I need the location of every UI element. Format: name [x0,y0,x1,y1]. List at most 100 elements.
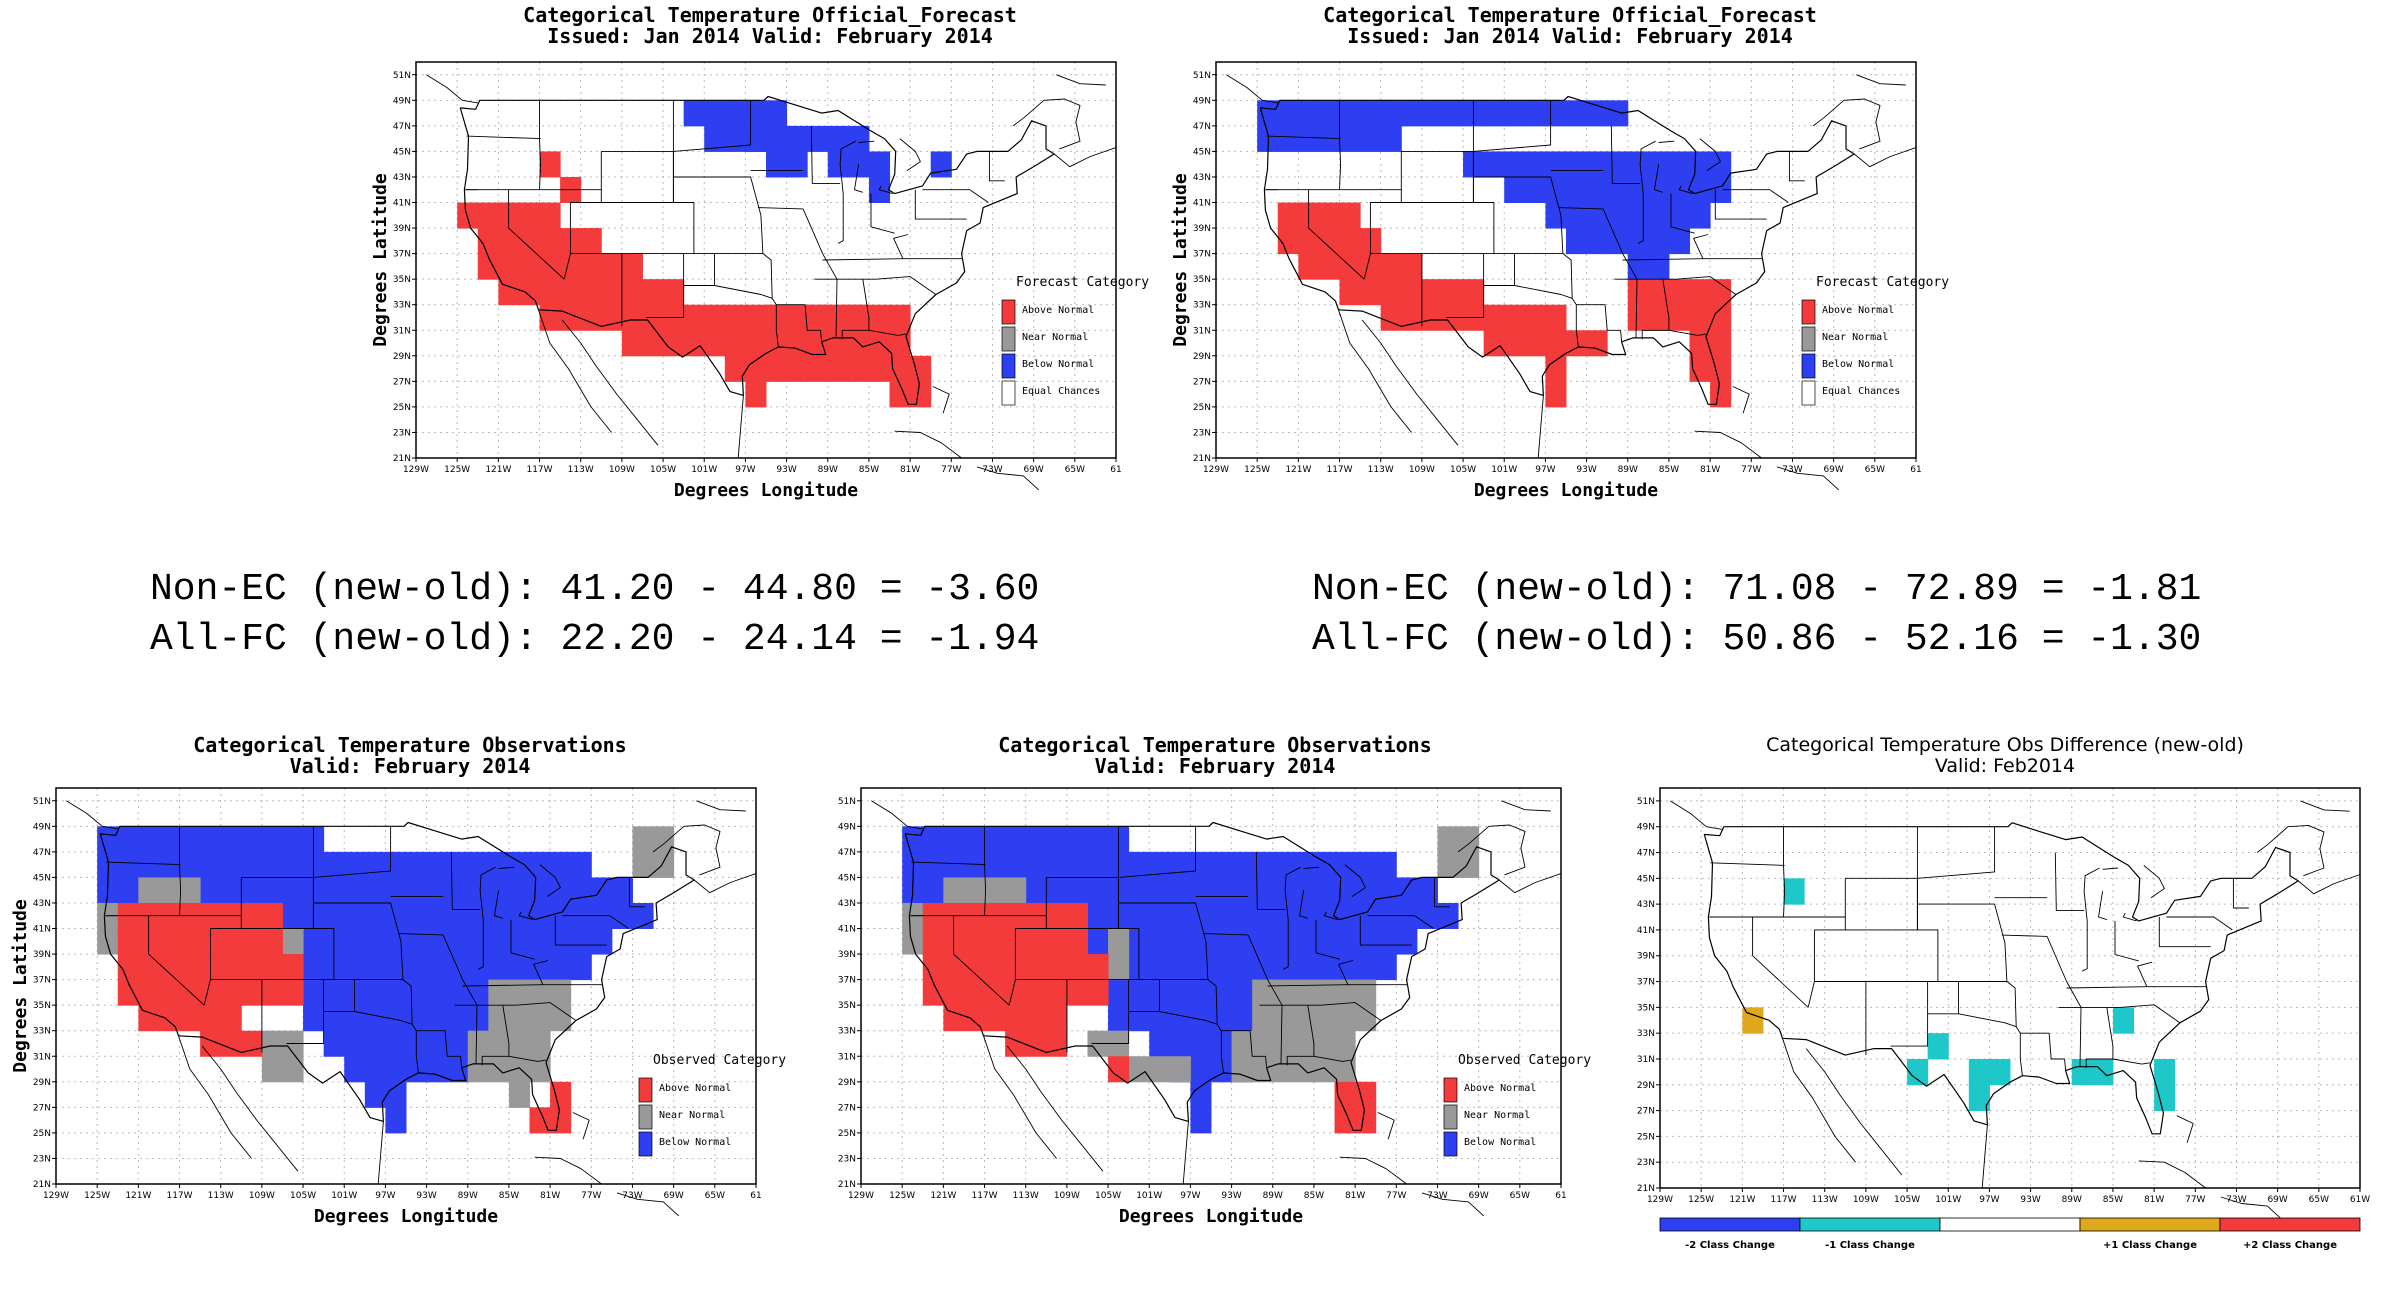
grid-cell-near [282,1056,304,1083]
verification-stats-left: Non-EC (new-old): 41.20 - 44.80 = -3.60 A… [150,568,1040,661]
grid-cell-below [1169,851,1191,878]
grid-cell-near [1231,1030,1253,1057]
coastline [1182,1121,1189,1185]
lon-tick-label: 69W [1023,465,1043,475]
coastline [1501,800,1551,812]
grid-cell-below [1627,228,1649,255]
lat-tick-label: 47N [33,848,51,858]
grid-cell-below [447,1056,469,1083]
lat-tick-label: 47N [1637,849,1655,859]
lat-tick-label: 39N [838,950,856,960]
grid-cell-below [922,826,944,853]
grid-cell-above [745,381,767,408]
grid-cell-below [1252,851,1274,878]
state-boundary [1514,253,1573,299]
lon-tick-label: 77W [1741,465,1761,475]
grid-cell-above [1380,279,1402,306]
grid-cell-above [1545,304,1567,331]
state-boundary [1670,193,1695,234]
grid-cell-near [179,877,201,904]
lon-tick-label: 121W [1729,1195,1755,1205]
grid-cell-below [1524,100,1546,127]
grid-cell-below [1668,151,1691,178]
coastline [1012,98,1081,150]
state-boundary [106,861,181,866]
lat-tick-label: 21N [1637,1184,1655,1194]
state-boundary [1917,903,2008,982]
state-boundary [533,960,549,985]
lon-tick-label: 97W [735,465,755,475]
state-boundary [2085,1007,2114,1068]
grid-cell-below [786,151,808,178]
grid-cell-below [1128,851,1150,878]
lat-tick-label: 51N [393,71,411,81]
grid-cell-below [1375,928,1397,955]
grid-cell-below [1298,125,1320,152]
state-boundary [411,1024,419,1073]
grid-cell-below [1627,176,1649,204]
grid-cell-above [138,979,160,1006]
lon-tick-label: 61 [1110,465,1121,475]
lon-tick-label: 73W [1782,465,1802,475]
state-boundary [1303,866,1320,869]
lat-tick-label: 45N [1637,874,1655,884]
grid-cell-below [1169,928,1191,955]
grid-cell-below [1566,151,1588,178]
grid-cell-near [488,979,510,1006]
state-boundary [1266,135,1341,140]
state-boundary [1917,826,1996,879]
lon-tick-label: 93W [416,1191,436,1201]
legend-title: Observed Category [1458,1053,1591,1068]
lat-tick-label: 47N [1193,122,1211,132]
grid-cell-below [1375,851,1397,878]
grid-cell-above [786,330,808,357]
grid-cell-above [457,202,479,229]
grid-cell-below [1277,100,1299,127]
state-boundary [1576,304,1623,342]
grid-cell-below [1025,877,1047,904]
state-boundary [1091,979,1130,1044]
grid-cell-below [138,826,160,853]
colorbar-segment [1659,1217,1801,1232]
grid-cell-below [1313,877,1336,904]
grid-cell-above [200,1005,222,1032]
grid-cell-near [1169,1056,1191,1083]
grid-cell-below [570,851,592,878]
lon-tick-label: 117W [1770,1195,1796,1205]
grid-cell-below [1211,928,1233,955]
coastline [1776,466,1840,491]
lat-tick-label: 43N [838,899,856,909]
state-boundary [466,135,541,140]
grid-cell-below [282,902,304,930]
lon-tick-label: 85W [499,1191,519,1201]
legend-label: Near Normal [1022,332,1088,343]
lat-tick-label: 23N [838,1154,856,1164]
grid-cell-above [261,902,283,930]
grid-cell-above [1318,202,1341,229]
grid-cell-below [1149,954,1171,981]
state-boundary [868,329,907,336]
grid-cell-below [1046,826,1068,853]
grid-cell-below [1190,902,1212,930]
coastline [1782,1038,1856,1163]
lon-tick-label: 125W [1688,1195,1714,1205]
grid-cell-below [1128,979,1150,1006]
legend-swatch [1001,299,1016,325]
lat-tick-label: 25N [33,1129,51,1139]
coastline [201,1045,299,1172]
lat-tick-label: 31N [1637,1055,1655,1065]
grid-cell-below [1252,928,1274,955]
grid-cell-near [508,979,531,1006]
lon-tick-label: 61 [1555,1191,1566,1201]
state-boundary [479,866,496,920]
legend-title: Forecast Category [1016,275,1149,290]
grid-cell-below [447,928,469,955]
lon-tick-label: 69W [663,1191,683,1201]
grid-cell-above [1401,279,1423,306]
grid-cell-below [406,928,428,955]
lat-tick-label: 29N [33,1078,51,1088]
state-boundary [2015,1026,2023,1076]
grid-cell-below [385,928,407,955]
lat-tick-label: 41N [33,925,51,935]
grid-cell-above [1298,228,1320,255]
